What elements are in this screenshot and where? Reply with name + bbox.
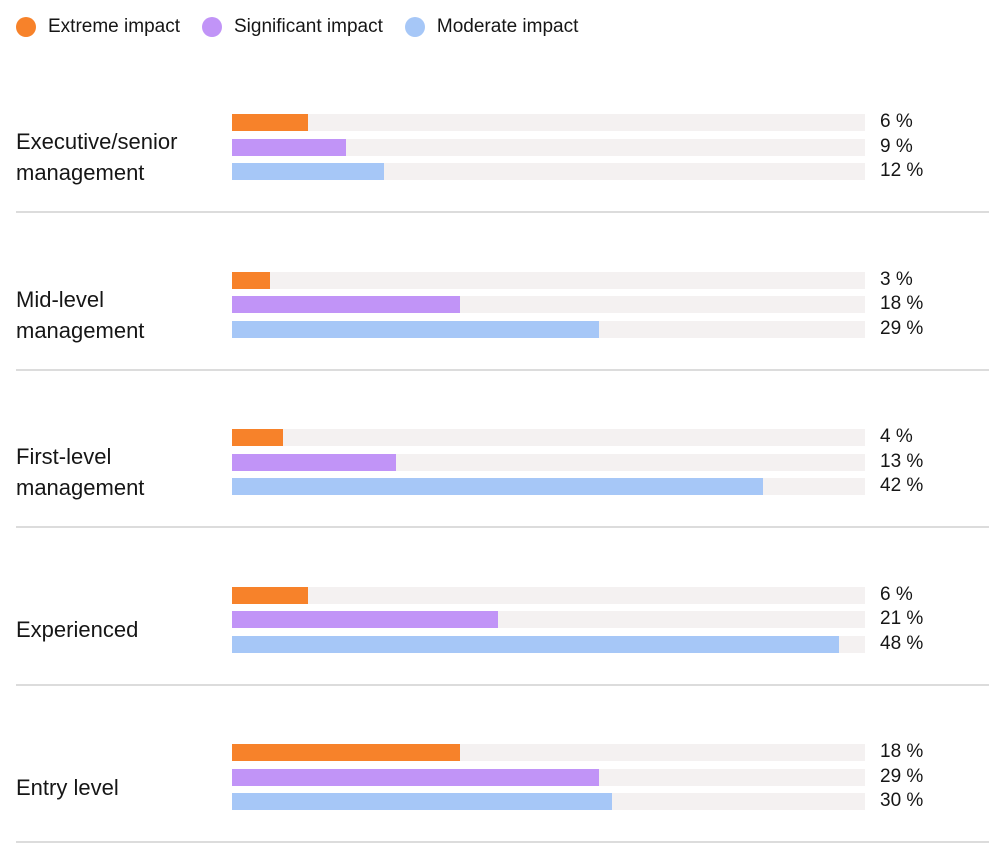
bar-extreme-experienced — [232, 586, 308, 604]
bar-track — [232, 586, 865, 604]
bar-extreme-mid-level-management — [232, 271, 270, 289]
value-label-extreme-entry-level: 18 % — [880, 741, 924, 762]
bar-significant-experienced — [232, 611, 498, 628]
bar-moderate-mid-level-management — [232, 320, 599, 338]
value-label-moderate-mid-level-management: 29 % — [880, 317, 924, 339]
bar-extreme-entry-level — [232, 744, 460, 761]
legend-label-moderate: Moderate impact — [436, 16, 579, 37]
bar-track — [232, 163, 865, 180]
value-label-significant-entry-level: 29 % — [880, 765, 924, 787]
group-divider — [16, 368, 989, 371]
bar-extreme-first-level-management — [232, 429, 283, 446]
value-label-significant-experienced: 21 % — [880, 608, 924, 629]
value-label-extreme-executive-senior-management: 6 % — [880, 111, 913, 132]
value-label-extreme-mid-level-management: 3 % — [880, 268, 913, 290]
value-label-moderate-executive-senior-management: 12 % — [880, 160, 924, 181]
group-divider — [16, 683, 989, 686]
bar-moderate-entry-level — [232, 793, 612, 810]
value-label-extreme-first-level-management: 4 % — [880, 426, 913, 447]
bar-track — [232, 114, 865, 131]
legend-swatch-moderate — [404, 17, 425, 37]
bar-significant-executive-senior-management — [232, 138, 346, 156]
group-divider — [16, 526, 989, 528]
category-label-mid-level-management: Mid-level management — [16, 286, 145, 343]
value-label-moderate-entry-level: 30 % — [880, 790, 924, 811]
bar-significant-first-level-management — [232, 453, 396, 471]
legend-label-extreme: Extreme impact — [48, 16, 180, 37]
value-label-significant-first-level-management: 13 % — [880, 450, 924, 472]
legend-label-significant: Significant impact — [233, 16, 383, 37]
bar-significant-entry-level — [232, 768, 599, 786]
category-label-experienced: Experienced — [16, 617, 139, 642]
bar-moderate-executive-senior-management — [232, 163, 384, 180]
bar-moderate-experienced — [232, 635, 839, 653]
value-label-significant-mid-level-management: 18 % — [880, 293, 924, 314]
legend-item-significant: Significant impact — [201, 16, 383, 38]
category-label-executive-senior-management: Executive/senior management — [16, 129, 178, 185]
bar-track — [232, 271, 865, 289]
bar-track — [232, 138, 865, 156]
category-label-entry-level: Entry level — [16, 774, 119, 800]
bar-track — [232, 429, 865, 446]
category-label-first-level-management: First-level management — [16, 444, 145, 500]
value-label-moderate-experienced: 48 % — [880, 632, 924, 654]
value-label-significant-executive-senior-management: 9 % — [880, 135, 913, 157]
group-divider — [16, 841, 989, 843]
legend-swatch-significant — [201, 17, 222, 37]
value-label-extreme-experienced: 6 % — [880, 583, 913, 605]
value-label-moderate-first-level-management: 42 % — [880, 475, 924, 496]
legend-item-moderate: Moderate impact — [404, 16, 579, 38]
bar-significant-mid-level-management — [232, 296, 460, 313]
bar-moderate-first-level-management — [232, 478, 763, 495]
legend-item-extreme: Extreme impact — [16, 16, 180, 38]
legend: Extreme impact Significant impact Modera… — [16, 14, 600, 40]
bar-extreme-executive-senior-management — [232, 114, 308, 131]
legend-swatch-extreme — [16, 17, 36, 37]
group-divider — [16, 211, 989, 213]
